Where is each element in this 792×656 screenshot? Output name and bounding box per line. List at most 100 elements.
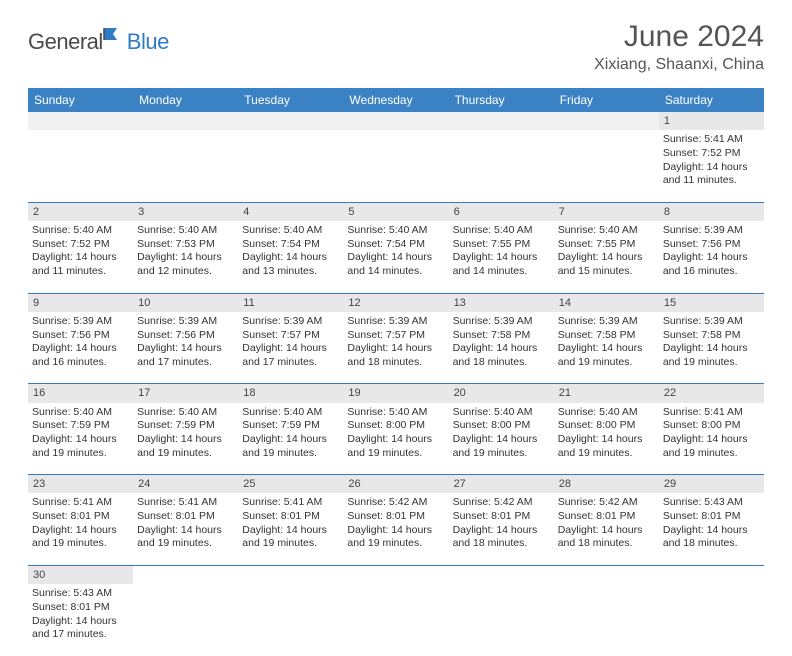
day-number-cell: 3 bbox=[133, 202, 238, 221]
day-cell: Sunrise: 5:39 AMSunset: 7:56 PMDaylight:… bbox=[659, 221, 764, 293]
sunset-line: Sunset: 7:59 PM bbox=[242, 419, 339, 433]
day-cell bbox=[238, 584, 343, 656]
day-cell: Sunrise: 5:39 AMSunset: 7:56 PMDaylight:… bbox=[28, 312, 133, 384]
day-cell: Sunrise: 5:40 AMSunset: 7:55 PMDaylight:… bbox=[554, 221, 659, 293]
title-block: June 2024 Xixiang, Shaanxi, China bbox=[594, 20, 764, 74]
daylight-line: Daylight: 14 hours and 14 minutes. bbox=[453, 251, 550, 278]
calendar-table: SundayMondayTuesdayWednesdayThursdayFrid… bbox=[28, 88, 764, 656]
day-number-cell: 21 bbox=[554, 384, 659, 403]
daylight-line: Daylight: 14 hours and 19 minutes. bbox=[558, 433, 655, 460]
day-cell: Sunrise: 5:41 AMSunset: 8:00 PMDaylight:… bbox=[659, 403, 764, 475]
day-number-cell: 22 bbox=[659, 384, 764, 403]
weekday-header: Wednesday bbox=[343, 88, 448, 112]
weekday-header-row: SundayMondayTuesdayWednesdayThursdayFrid… bbox=[28, 88, 764, 112]
header: General Blue June 2024 Xixiang, Shaanxi,… bbox=[28, 20, 764, 74]
daylight-line: Daylight: 14 hours and 19 minutes. bbox=[242, 433, 339, 460]
sunset-line: Sunset: 7:56 PM bbox=[137, 329, 234, 343]
sunset-line: Sunset: 7:52 PM bbox=[663, 147, 760, 161]
day-number-cell: 4 bbox=[238, 202, 343, 221]
day-number-cell: 18 bbox=[238, 384, 343, 403]
sunrise-line: Sunrise: 5:42 AM bbox=[558, 496, 655, 510]
sunset-line: Sunset: 7:59 PM bbox=[137, 419, 234, 433]
day-number-cell: 2 bbox=[28, 202, 133, 221]
daylight-line: Daylight: 14 hours and 19 minutes. bbox=[558, 342, 655, 369]
sunset-line: Sunset: 7:58 PM bbox=[663, 329, 760, 343]
day-number-cell: 23 bbox=[28, 475, 133, 494]
day-number-cell: 25 bbox=[238, 475, 343, 494]
sunset-line: Sunset: 8:01 PM bbox=[32, 510, 129, 524]
daylight-line: Daylight: 14 hours and 13 minutes. bbox=[242, 251, 339, 278]
day-number-cell bbox=[554, 112, 659, 130]
daynum-row: 9101112131415 bbox=[28, 293, 764, 312]
day-cell: Sunrise: 5:39 AMSunset: 7:57 PMDaylight:… bbox=[238, 312, 343, 384]
data-row: Sunrise: 5:41 AM Sunset: 8:01 PM Daylight:… bbox=[28, 493, 764, 565]
sunrise-line: Sunrise: 5:42 AM bbox=[453, 496, 550, 510]
day-cell: Sunrise: 5:42 AMSunset: 8:01 PMDaylight:… bbox=[554, 493, 659, 565]
daynum-row: 23242526272829 bbox=[28, 475, 764, 494]
day-cell: Sunrise: 5:39 AMSunset: 7:57 PMDaylight:… bbox=[343, 312, 448, 384]
day-cell: Sunrise: 5:39 AMSunset: 7:58 PMDaylight:… bbox=[449, 312, 554, 384]
logo-text-blue: Blue bbox=[127, 29, 169, 55]
day-number-cell: 10 bbox=[133, 293, 238, 312]
day-number-cell: 7 bbox=[554, 202, 659, 221]
sunset-line: Sunset: 8:00 PM bbox=[663, 419, 760, 433]
day-cell: Sunrise: 5:40 AMSunset: 7:52 PMDaylight:… bbox=[28, 221, 133, 293]
sunrise-line: Sunrise: 5:39 AM bbox=[558, 315, 655, 329]
day-number-cell: 16 bbox=[28, 384, 133, 403]
daylight-line: Daylight: 14 hours and 19 minutes. bbox=[137, 524, 234, 551]
day-cell bbox=[343, 584, 448, 656]
day-number-cell: 9 bbox=[28, 293, 133, 312]
sunrise-line: Sunrise: 5:39 AM bbox=[663, 224, 760, 238]
daylight-line: Daylight: 14 hours and 18 minutes. bbox=[453, 524, 550, 551]
day-cell bbox=[554, 130, 659, 202]
day-number-cell: 11 bbox=[238, 293, 343, 312]
day-number-cell: 1 bbox=[659, 112, 764, 130]
sunset-line: Sunset: 7:54 PM bbox=[242, 238, 339, 252]
daylight-line: Daylight: 14 hours and 17 minutes. bbox=[137, 342, 234, 369]
day-cell: Sunrise: 5:41 AMSunset: 8:01 PMDaylight:… bbox=[28, 493, 133, 565]
daylight-line: Daylight: 14 hours and 18 minutes. bbox=[453, 342, 550, 369]
daynum-row: 2345678 bbox=[28, 202, 764, 221]
sunrise-line: Sunrise: 5:39 AM bbox=[663, 315, 760, 329]
day-number-cell bbox=[554, 565, 659, 584]
data-row: Sunrise: 5:43 AMSunset: 8:01 PMDaylight:… bbox=[28, 584, 764, 656]
day-number-cell: 27 bbox=[449, 475, 554, 494]
day-cell: Sunrise: 5:40 AMSunset: 7:59 PMDaylight:… bbox=[133, 403, 238, 475]
sunset-line: Sunset: 7:52 PM bbox=[32, 238, 129, 252]
day-number-cell bbox=[133, 565, 238, 584]
day-number-cell bbox=[449, 112, 554, 130]
day-number-cell bbox=[238, 565, 343, 584]
day-cell: Sunrise: 5:40 AMSunset: 7:54 PMDaylight:… bbox=[238, 221, 343, 293]
day-cell: Sunrise: 5:41 AMSunset: 8:01 PMDaylight:… bbox=[238, 493, 343, 565]
day-cell bbox=[133, 130, 238, 202]
sunrise-line: Sunrise: 5:40 AM bbox=[32, 406, 129, 420]
daylight-line: Daylight: 14 hours and 18 minutes. bbox=[558, 524, 655, 551]
sunset-line: Sunset: 7:58 PM bbox=[558, 329, 655, 343]
daylight-line: Daylight: 14 hours and 19 minutes. bbox=[347, 524, 444, 551]
sunrise-line: Sunrise: 5:41 AM bbox=[137, 496, 234, 510]
sunrise-line: Sunrise: 5:43 AM bbox=[32, 587, 129, 601]
day-cell: Sunrise: 5:41 AMSunset: 7:52 PMDaylight:… bbox=[659, 130, 764, 202]
day-cell: Sunrise: 5:43 AMSunset: 8:01 PMDaylight:… bbox=[659, 493, 764, 565]
sunset-line: Sunset: 8:01 PM bbox=[663, 510, 760, 524]
day-cell: Sunrise: 5:40 AMSunset: 7:59 PMDaylight:… bbox=[238, 403, 343, 475]
month-title: June 2024 bbox=[594, 20, 764, 54]
daylight-line: Daylight: 14 hours and 11 minutes. bbox=[663, 161, 760, 188]
sunset-line: Sunset: 8:00 PM bbox=[453, 419, 550, 433]
daylight-line: Daylight: 14 hours and 19 minutes. bbox=[137, 433, 234, 460]
daylight-line: Daylight: 14 hours and 11 minutes. bbox=[32, 251, 129, 278]
daylight-line: Daylight: 14 hours and 19 minutes. bbox=[453, 433, 550, 460]
sunrise-line: Sunrise: 5:39 AM bbox=[453, 315, 550, 329]
sunrise-line: Sunrise: 5:40 AM bbox=[453, 406, 550, 420]
weekday-header: Thursday bbox=[449, 88, 554, 112]
day-number-cell: 19 bbox=[343, 384, 448, 403]
daylight-line: Daylight: 14 hours and 18 minutes. bbox=[347, 342, 444, 369]
day-cell: Sunrise: 5:42 AMSunset: 8:01 PMDaylight:… bbox=[343, 493, 448, 565]
daylight-line: Daylight: 14 hours and 19 minutes. bbox=[663, 342, 760, 369]
weekday-header: Monday bbox=[133, 88, 238, 112]
day-number-cell: 8 bbox=[659, 202, 764, 221]
daylight-line: Daylight: 14 hours and 12 minutes. bbox=[137, 251, 234, 278]
day-number-cell: 6 bbox=[449, 202, 554, 221]
day-number-cell bbox=[238, 112, 343, 130]
daynum-row: 16171819202122 bbox=[28, 384, 764, 403]
